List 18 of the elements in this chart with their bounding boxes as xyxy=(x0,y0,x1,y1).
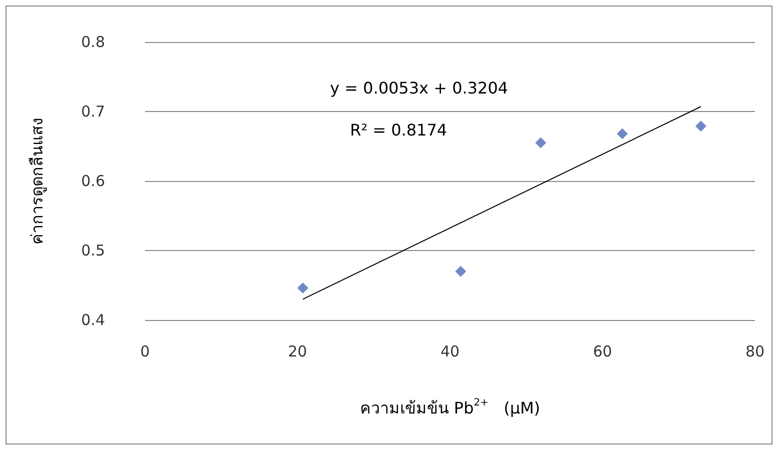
x-tick-label: 60 xyxy=(592,342,612,360)
point xyxy=(695,120,706,132)
x-tick-label: 40 xyxy=(440,342,460,360)
y-tick-label: 0.8 xyxy=(81,33,105,51)
point xyxy=(455,266,466,277)
y-tick-label: 0.5 xyxy=(81,242,105,260)
y-axis-title: ค่าการดูดกลืนแสง xyxy=(28,118,48,244)
point xyxy=(616,128,628,140)
annotation: R² = 0.8174 xyxy=(350,120,448,140)
x-tick-label: 0 xyxy=(140,342,150,360)
x-tick-label: 80 xyxy=(745,342,765,360)
y-tick-label: 0.4 xyxy=(81,311,105,329)
point xyxy=(535,137,546,148)
x-tick-label: 20 xyxy=(288,342,308,360)
y-tick-label: 0.6 xyxy=(81,172,105,190)
y-tick-label: 0.7 xyxy=(81,102,105,120)
annotation: y = 0.0053x + 0.3204 xyxy=(330,78,508,98)
point xyxy=(297,282,308,294)
